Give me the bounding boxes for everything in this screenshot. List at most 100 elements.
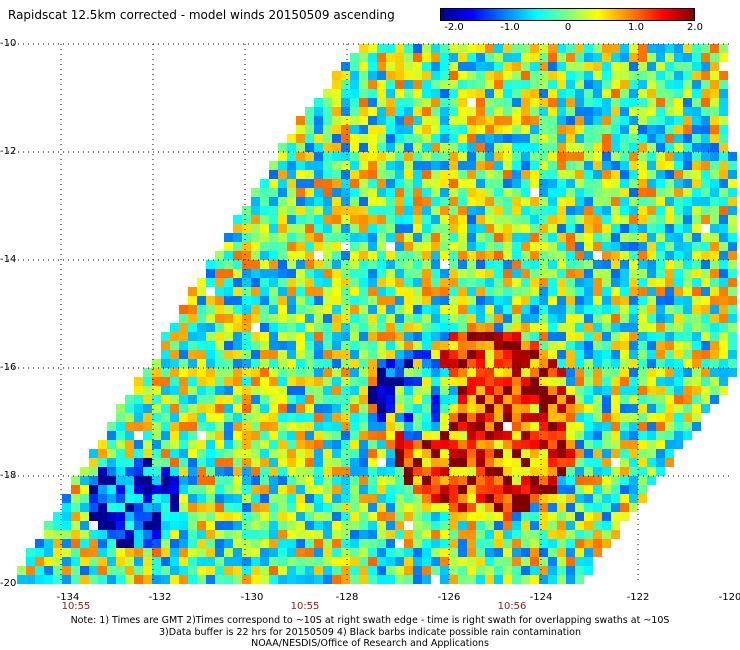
wind-cell [602,494,611,503]
wind-cell [323,440,332,449]
wind-cell [143,521,152,530]
wind-cell [620,152,629,161]
wind-cell [242,548,251,557]
wind-cell [206,269,215,278]
wind-cell [584,332,593,341]
wind-cell [647,71,656,80]
wind-cell [539,233,548,242]
wind-cell [305,134,314,143]
wind-cell [701,206,710,215]
wind-cell [116,467,125,476]
wind-cell [584,242,593,251]
wind-cell [134,557,143,566]
wind-cell [395,287,404,296]
wind-cell [413,368,422,377]
wind-cell [602,197,611,206]
wind-cell [278,233,287,242]
wind-cell [332,143,341,152]
wind-cell [134,449,143,458]
wind-cell [566,494,575,503]
wind-cell [422,341,431,350]
wind-cell [611,206,620,215]
wind-cell [593,458,602,467]
wind-cell [314,440,323,449]
wind-cell [620,197,629,206]
wind-cell [458,440,467,449]
wind-cell [503,314,512,323]
wind-cell [521,476,530,485]
wind-cell [584,521,593,530]
wind-cell [467,269,476,278]
wind-cell [620,323,629,332]
wind-cell [224,422,233,431]
wind-cell [296,260,305,269]
wind-cell [386,323,395,332]
wind-cell [476,242,485,251]
wind-cell [422,440,431,449]
wind-cell [629,53,638,62]
wind-cell [593,260,602,269]
wind-cell [656,125,665,134]
wind-cell [89,494,98,503]
wind-cell [215,449,224,458]
wind-cell [638,161,647,170]
wind-cell [341,197,350,206]
wind-cell [233,521,242,530]
wind-cell [467,125,476,134]
wind-cell [647,233,656,242]
wind-cell [548,449,557,458]
wind-cell [368,521,377,530]
wind-cell [287,494,296,503]
wind-cell [215,548,224,557]
wind-cell [251,548,260,557]
wind-cell [566,287,575,296]
wind-cell [386,404,395,413]
wind-cell [674,440,683,449]
wind-cell [575,206,584,215]
wind-cell [512,242,521,251]
wind-cell [350,161,359,170]
wind-cell [530,224,539,233]
wind-cell [314,539,323,548]
wind-cell [566,476,575,485]
wind-cell [665,386,674,395]
wind-cell [494,188,503,197]
wind-cell [296,323,305,332]
wind-cell [674,377,683,386]
wind-cell [512,260,521,269]
wind-cell [512,206,521,215]
wind-cell [575,161,584,170]
wind-cell [404,359,413,368]
wind-cell [701,62,710,71]
wind-cell [521,233,530,242]
wind-cell [701,116,710,125]
wind-cell [179,575,188,584]
wind-cell [395,305,404,314]
wind-cell [566,323,575,332]
wind-cell [71,557,80,566]
wind-cell [647,269,656,278]
wind-cell [125,557,134,566]
wind-cell [341,305,350,314]
wind-cell [620,179,629,188]
wind-cell [377,548,386,557]
wind-cell [575,62,584,71]
wind-cell [440,80,449,89]
wind-cell [665,188,674,197]
wind-cell [629,188,638,197]
wind-cell [575,521,584,530]
wind-cell [557,395,566,404]
wind-cell [323,278,332,287]
wind-cell [341,476,350,485]
wind-cell [476,512,485,521]
wind-cell [350,98,359,107]
wind-cell [314,143,323,152]
wind-cell [404,215,413,224]
wind-cell [440,467,449,476]
wind-cell [620,485,629,494]
wind-cell [287,377,296,386]
wind-cell [602,44,611,53]
wind-cell [143,557,152,566]
wind-cell [467,206,476,215]
wind-cell [728,278,737,287]
